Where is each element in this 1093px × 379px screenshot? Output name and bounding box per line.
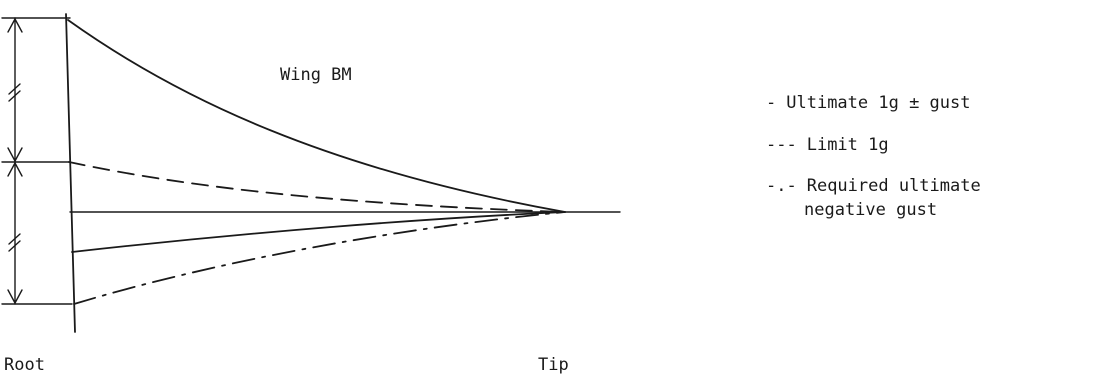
legend-entry-required-line2: negative gust (804, 200, 937, 220)
limit-1g-curve (68, 161, 566, 213)
break-mark-lower-2 (8, 240, 21, 252)
diagram-title: Wing BM (280, 65, 352, 85)
break-mark-upper-2 (8, 90, 21, 102)
required-negative-gust-curve (73, 211, 566, 305)
root-line (65, 13, 76, 333)
arrow-down-mid (7, 147, 23, 162)
tip-label: Tip (538, 355, 569, 375)
legend-prefix-ultimate: - (766, 93, 776, 113)
ultimate-negative-curve (71, 211, 566, 253)
break-mark-upper-1 (8, 83, 21, 95)
break-mark-lower-1 (8, 233, 21, 245)
legend-text-limit: Limit 1g (807, 135, 889, 155)
legend-prefix-limit: --- (766, 135, 797, 155)
legend-entry-required: -.- Required ultimate (766, 176, 981, 196)
legend-text-ultimate: Ultimate 1g ± gust (786, 93, 970, 113)
root-label: Root (4, 355, 45, 375)
legend-entry-ultimate: - Ultimate 1g ± gust (766, 93, 970, 113)
legend: - Ultimate 1g ± gust --- Limit 1g -.- Requi… (766, 93, 981, 220)
arrow-down-bottom (7, 289, 23, 304)
legend-prefix-required: -.- (766, 176, 797, 196)
legend-text-required: Required ultimate (807, 176, 981, 196)
arrow-up-mid (7, 162, 23, 177)
ultimate-positive-curve (67, 19, 566, 213)
legend-entry-limit: --- Limit 1g (766, 135, 889, 155)
arrow-up-top (7, 18, 23, 33)
